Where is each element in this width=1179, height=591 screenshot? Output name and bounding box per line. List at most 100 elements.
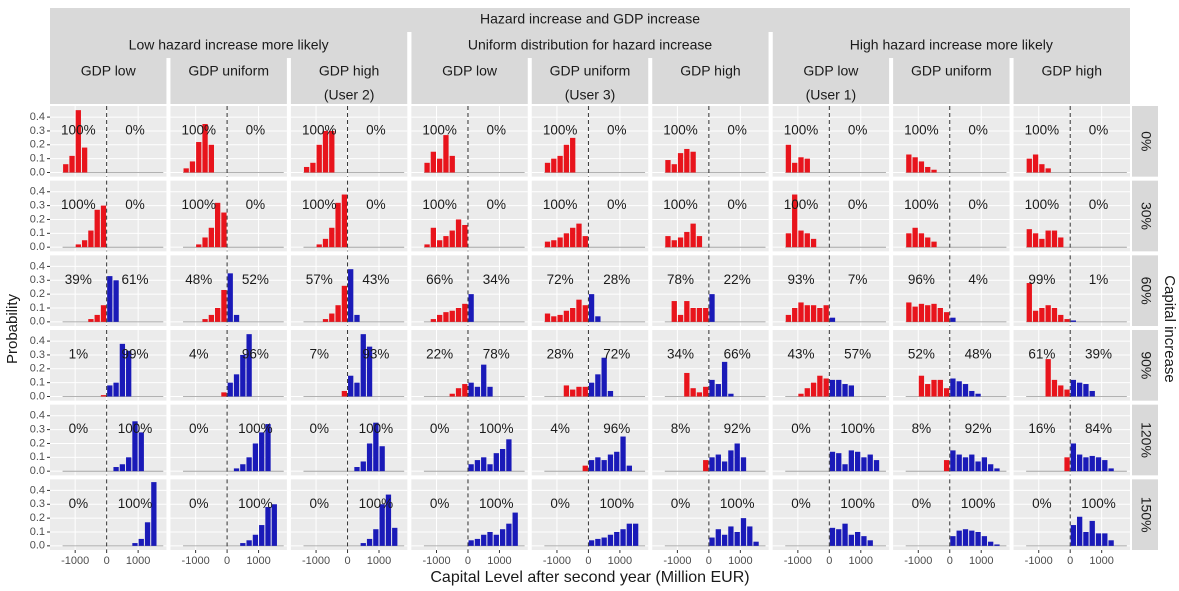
row-strip (1132, 180, 1158, 252)
bar (912, 227, 918, 248)
share-label: 57% (306, 272, 333, 287)
share-label: 39% (1085, 347, 1112, 362)
row-axis-label: Capital increase (1161, 275, 1178, 383)
x-tick-label: 1000 (849, 555, 873, 567)
bar (665, 160, 671, 173)
bar (1058, 314, 1064, 322)
share-label: 100% (359, 496, 394, 511)
bar (576, 223, 582, 248)
column-strip (411, 58, 528, 104)
panel-background (290, 404, 408, 476)
share-label: 52% (908, 347, 935, 362)
y-tick-label: 0.4 (30, 484, 45, 496)
share-label: 0% (69, 421, 89, 436)
row-strip (1132, 330, 1158, 401)
row-label: 120% (1138, 422, 1154, 458)
bar (246, 540, 252, 546)
bar (132, 421, 138, 472)
bar (1039, 307, 1045, 322)
x-tick-label: 0 (706, 555, 712, 567)
bar (823, 305, 829, 322)
bar (88, 230, 94, 248)
bar (925, 237, 931, 248)
y-tick-label: 0.2 (30, 213, 45, 225)
bar (424, 162, 430, 173)
bar (848, 534, 854, 546)
bar (1026, 283, 1032, 322)
bar (373, 529, 379, 546)
bar (842, 523, 848, 546)
bar (449, 155, 455, 173)
bar (703, 460, 709, 472)
bar (588, 382, 595, 397)
x-tick-label: 0 (465, 555, 471, 567)
bar (969, 454, 975, 472)
bar (1083, 531, 1089, 546)
bar (842, 384, 848, 397)
share-label: 78% (667, 272, 694, 287)
bar (487, 531, 493, 546)
bar (588, 294, 595, 322)
bar (202, 319, 208, 322)
bar (975, 531, 981, 546)
share-label: 0% (246, 123, 266, 138)
bar (462, 303, 468, 322)
bar (1051, 379, 1058, 397)
y-tick-label: 0.3 (30, 125, 45, 137)
bar (430, 151, 437, 173)
bar (715, 454, 721, 472)
share-label: 8% (671, 421, 691, 436)
column-label: GDP uniform (188, 63, 269, 79)
y-tick-label: 0.0 (30, 241, 45, 253)
row-label: 60% (1138, 277, 1154, 305)
bar (588, 460, 595, 472)
bar (348, 375, 354, 397)
share-label: 100% (118, 421, 153, 436)
bar (551, 240, 557, 248)
bar (215, 202, 221, 248)
share-label: 100% (1081, 496, 1116, 511)
share-label: 0% (309, 421, 329, 436)
bar (1083, 457, 1089, 472)
bar (468, 540, 474, 546)
y-tick-label: 0.3 (30, 200, 45, 212)
bar (747, 526, 753, 546)
bar (1064, 319, 1070, 322)
bar (379, 446, 385, 472)
share-label: 7% (309, 347, 329, 362)
bar (265, 424, 271, 472)
share-label: 0% (727, 123, 747, 138)
bar (1045, 359, 1051, 397)
x-tick-label: 0 (224, 555, 230, 567)
share-label: 0% (487, 123, 507, 138)
bar (341, 194, 348, 248)
y-tick-label: 0.0 (30, 316, 45, 328)
share-label: 100% (422, 197, 457, 212)
bar (468, 382, 474, 397)
bar (354, 314, 360, 322)
bar (601, 537, 607, 546)
bar (690, 388, 696, 397)
bar (829, 451, 836, 472)
bar (962, 529, 969, 546)
bar (233, 468, 240, 472)
bar (215, 307, 221, 322)
bar (1051, 307, 1058, 322)
row-strip (1132, 479, 1158, 550)
share-label: 57% (844, 347, 871, 362)
bar (994, 468, 1000, 472)
bar (956, 454, 962, 472)
share-label: 0% (189, 496, 209, 511)
share-label: 4% (968, 272, 988, 287)
bar (931, 241, 937, 248)
bar (810, 305, 817, 322)
column-label: GDP uniform (550, 63, 631, 79)
bar (557, 155, 563, 173)
bar (798, 230, 804, 248)
column-label: GDP low (803, 63, 859, 79)
share-label: 1% (69, 347, 89, 362)
bar (208, 144, 215, 173)
bar (677, 237, 684, 248)
bar (1026, 229, 1032, 248)
bar (601, 357, 607, 397)
